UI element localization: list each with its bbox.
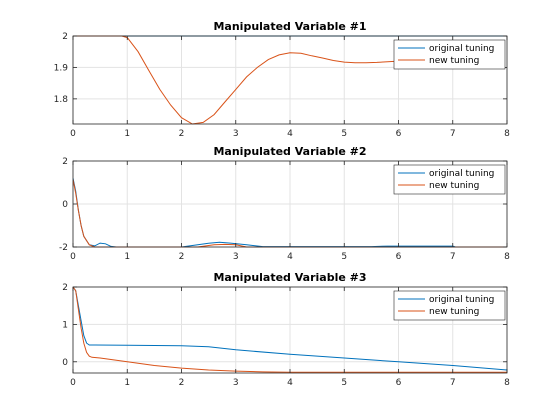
x-tick-label: 8 <box>504 252 510 262</box>
x-tick-label: 8 <box>504 378 510 388</box>
legend-box <box>393 290 506 321</box>
x-tick-label: 2 <box>179 378 185 388</box>
x-tick-label: 7 <box>450 378 456 388</box>
x-tick-label: 8 <box>504 129 510 139</box>
x-tick-label: 6 <box>396 378 402 388</box>
x-tick-label: 5 <box>341 378 347 388</box>
subplot-3: 0 1 2 3 4 5 6 7 8 0 1 2 Manipulated Variable #3 origi… <box>62 271 510 388</box>
legend-label: new tuning <box>429 181 479 191</box>
x-tick-label: 0 <box>70 252 76 262</box>
y-tick-label: 0 <box>62 200 68 210</box>
legend: original tuning new tuning <box>393 164 506 195</box>
y-tick-label: -2 <box>59 243 68 253</box>
y-tick-label: 0 <box>62 358 68 368</box>
legend-box <box>393 39 506 70</box>
subplot-1: 0 1 2 3 4 5 6 7 8 1.8 1.9 2 Manipulated Variable #1 o… <box>54 20 510 139</box>
x-tick-label: 6 <box>396 252 402 262</box>
x-tick-label: 3 <box>233 129 239 139</box>
x-tick-label: 7 <box>450 129 456 139</box>
x-tick-label: 1 <box>124 129 130 139</box>
legend-label: original tuning <box>429 169 494 179</box>
x-tick-label: 5 <box>341 129 347 139</box>
y-tick-label: 2 <box>62 283 68 293</box>
x-tick-label: 3 <box>233 252 239 262</box>
x-tick-label: 0 <box>70 378 76 388</box>
y-tick-label: 1.8 <box>54 95 69 105</box>
x-tick-label: 4 <box>287 129 293 139</box>
series-line-2 <box>73 35 410 125</box>
legend-label: original tuning <box>429 44 494 54</box>
x-tick-label: 0 <box>70 129 76 139</box>
subplot-title: Manipulated Variable #1 <box>213 20 366 33</box>
legend-label: new tuning <box>429 56 479 66</box>
x-tick-label: 4 <box>287 378 293 388</box>
legend: original tuning new tuning <box>393 39 506 70</box>
legend-label: original tuning <box>429 295 494 305</box>
x-tick-label: 4 <box>287 252 293 262</box>
x-tick-label: 1 <box>124 252 130 262</box>
subplot-title: Manipulated Variable #3 <box>213 271 366 284</box>
x-tick-label: 2 <box>179 129 185 139</box>
series-line-2 <box>73 286 507 373</box>
x-tick-label: 7 <box>450 252 456 262</box>
y-tick-label: 1 <box>62 320 68 330</box>
y-tick-label: 2 <box>62 157 68 167</box>
y-tick-label: 1.9 <box>54 63 69 73</box>
x-tick-label: 2 <box>179 252 185 262</box>
legend: original tuning new tuning <box>393 290 506 321</box>
x-tick-label: 5 <box>341 252 347 262</box>
subplot-title: Manipulated Variable #2 <box>213 145 366 158</box>
series-line-1 <box>73 286 507 371</box>
x-tick-label: 6 <box>396 129 402 139</box>
legend-box <box>393 164 506 195</box>
legend-label: new tuning <box>429 307 479 317</box>
y-tick-label: 2 <box>62 32 68 42</box>
x-tick-label: 3 <box>233 378 239 388</box>
x-tick-label: 1 <box>124 378 130 388</box>
